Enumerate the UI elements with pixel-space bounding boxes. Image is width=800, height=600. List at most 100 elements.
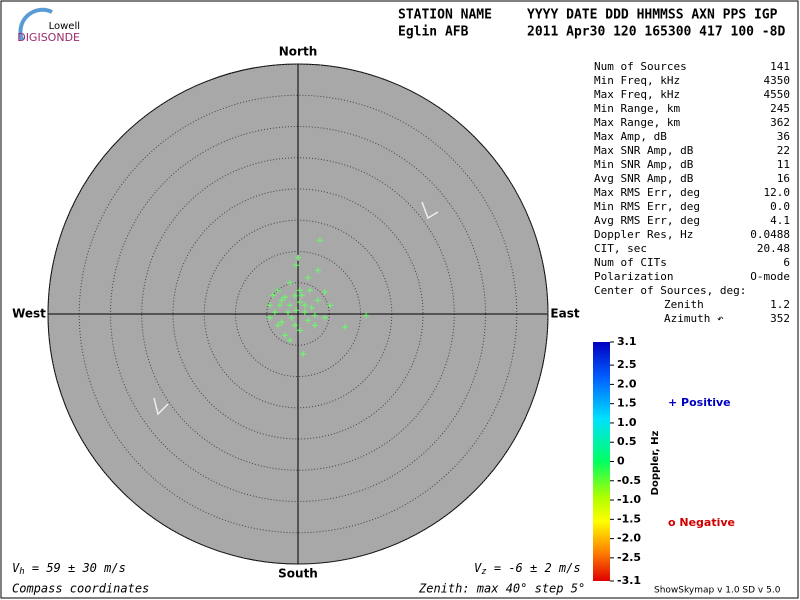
header-values: 2011 Apr30 120 165300 417 100 -8D xyxy=(527,25,785,40)
source-point xyxy=(306,287,313,294)
stat-label: Max Range, km xyxy=(594,116,680,129)
source-point xyxy=(285,309,291,316)
stat-value: 362 xyxy=(770,116,790,129)
compass-label: East xyxy=(550,307,579,321)
stat-value: 20.48 xyxy=(757,242,790,255)
source-point xyxy=(296,299,303,306)
zenith-info: Zenith: max 40° step 5° xyxy=(418,582,585,596)
source-point xyxy=(321,314,328,321)
source-point xyxy=(321,289,328,296)
source-point xyxy=(296,287,303,294)
source-point xyxy=(291,292,298,299)
logo-top: Lowell xyxy=(49,21,80,32)
stat-value: 141 xyxy=(770,60,790,73)
colorbar-tick-label: 1.0 xyxy=(617,416,637,429)
colorbar-tick-label: -3.1 xyxy=(617,574,641,587)
stat-value: 4550 xyxy=(764,88,791,101)
colorbar-tick-label: 2.0 xyxy=(617,377,637,390)
stat-value: 16 xyxy=(777,172,790,185)
stat-label: Max SNR Amp, dB xyxy=(594,144,694,157)
colorbar xyxy=(593,342,610,581)
stat-value: 0.0488 xyxy=(750,228,790,241)
stat-label: Num of Sources xyxy=(594,60,687,73)
colorbar-tick-label: 3.1 xyxy=(617,335,637,348)
station: Eglin AFB xyxy=(398,25,469,40)
source-point xyxy=(286,337,293,344)
stat-value: 4350 xyxy=(764,74,791,87)
stat-value: 12.0 xyxy=(764,186,791,199)
arrow xyxy=(421,201,439,220)
source-point xyxy=(298,292,305,299)
stat-label: Zenith xyxy=(664,298,704,311)
stat-label: Max Amp, dB xyxy=(594,130,667,143)
colorbar-tick-label: 0 xyxy=(617,455,625,468)
source-point xyxy=(315,297,321,304)
colorbar-tick-label: 0.5 xyxy=(617,435,637,448)
legend-entry: + Positive xyxy=(668,396,731,409)
source-point xyxy=(341,324,348,331)
colorbar-tick-label: 2.5 xyxy=(617,358,637,371)
stat-label: Min Freq, kHz xyxy=(594,74,680,87)
compass-label: North xyxy=(279,45,317,59)
source-point xyxy=(295,254,301,261)
source-point xyxy=(278,297,285,304)
vh: Vh = 59 ± 30 m/s xyxy=(12,561,126,577)
stat-value: 245 xyxy=(770,102,790,115)
compass-label: West xyxy=(12,307,46,321)
source-point xyxy=(305,274,311,281)
vz: Vz = -6 ± 2 m/s xyxy=(474,561,581,577)
stat-label: Min RMS Err, deg xyxy=(594,200,700,213)
compass-label: South xyxy=(278,567,318,581)
stat-value: 6 xyxy=(783,256,790,269)
source-point xyxy=(288,314,295,321)
stat-value: 1.2 xyxy=(770,298,790,311)
stat-value: 4.1 xyxy=(770,214,790,227)
source-point xyxy=(266,302,273,309)
source-point xyxy=(281,332,288,339)
stat-label: Max Freq, kHz xyxy=(594,88,680,101)
header-labels: STATION NAME xyxy=(398,8,492,23)
stat-label: Doppler Res, Hz xyxy=(594,228,693,241)
source-point xyxy=(293,262,300,269)
arrow xyxy=(153,397,169,416)
source-point xyxy=(311,312,318,319)
colorbar-tick-label: -2.0 xyxy=(617,532,641,545)
logo-bottom: DIGISONDE xyxy=(17,31,80,44)
stat-label: CIT, sec xyxy=(594,242,647,255)
source-point xyxy=(286,279,293,286)
stat-value: 11 xyxy=(777,158,790,171)
stat-label: Center of Sources, deg: xyxy=(594,284,746,297)
stat-label: Avg RMS Err, deg xyxy=(594,214,700,227)
stat-value: 352 xyxy=(770,312,790,325)
stat-label: Azimuth ↶ xyxy=(664,312,724,325)
colorbar-tick-label: -2.5 xyxy=(617,551,641,564)
source-point xyxy=(270,292,276,299)
stat-value: 36 xyxy=(777,130,790,143)
stat-label: Min Range, km xyxy=(594,102,680,115)
coords: Compass coordinates xyxy=(12,582,149,596)
stat-label: Max RMS Err, deg xyxy=(594,186,700,199)
source-point xyxy=(301,309,308,316)
colorbar-tick-label: -1.0 xyxy=(617,493,641,506)
version: ShowSkymap v 1.0 SD v 5.0 xyxy=(654,586,781,596)
colorbar-tick-label: -1.5 xyxy=(617,512,641,525)
stat-label: Num of CITs xyxy=(594,256,667,269)
source-point xyxy=(315,267,321,274)
colorbar-tick-label: 1.5 xyxy=(617,397,637,410)
stat-value: 0.0 xyxy=(770,200,790,213)
source-point xyxy=(281,294,288,301)
source-point xyxy=(278,319,285,326)
source-point xyxy=(300,351,306,357)
colorbar-label: Doppler, Hz xyxy=(650,431,661,496)
source-point xyxy=(293,307,300,314)
source-point xyxy=(271,309,278,316)
source-point xyxy=(316,237,323,244)
source-point xyxy=(286,302,293,309)
source-point xyxy=(301,302,308,309)
source-point xyxy=(276,302,283,309)
source-point xyxy=(291,322,298,329)
source-point xyxy=(326,302,333,309)
source-point xyxy=(305,317,311,324)
stat-value: 22 xyxy=(777,144,790,157)
